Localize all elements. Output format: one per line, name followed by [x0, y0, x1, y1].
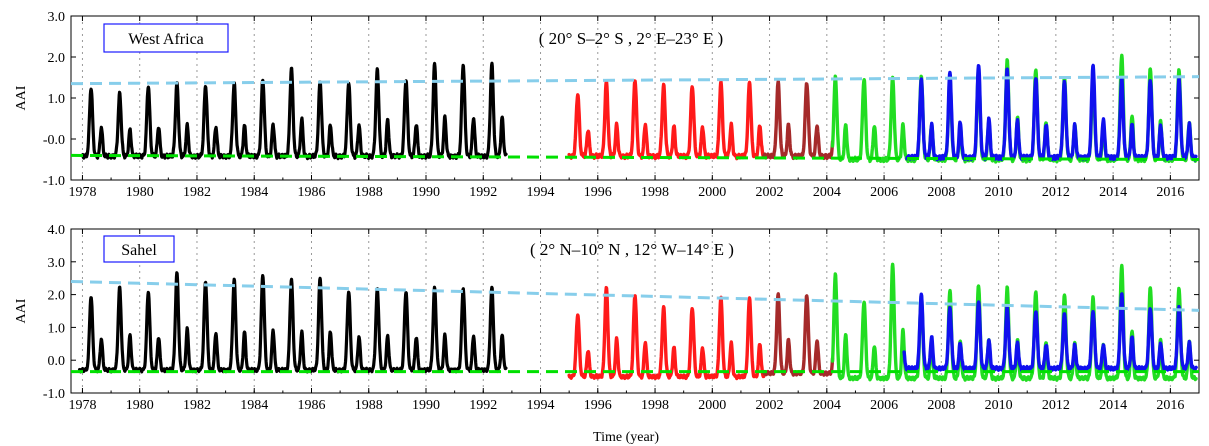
x-tick-label: 2012: [1042, 398, 1070, 413]
y-tick-label: 3.0: [48, 256, 66, 271]
x-tick-label: 2016: [1156, 185, 1184, 200]
x-tick-label: 2004: [813, 398, 841, 413]
y-tick-label: 0.0: [48, 354, 66, 369]
x-tick-label: 1992: [469, 185, 497, 200]
sahel-panel: 1978 1980 1982 1984 1986 1988 1990 1992 1994 1996…: [14, 223, 1200, 413]
x-tick-label: 2010: [985, 398, 1013, 413]
min-trend-line: [70, 153, 1200, 161]
y-tick-labels: -1.0 -0.0 1.0 2.0 3.0: [43, 10, 65, 189]
x-tick-label: 1990: [412, 185, 440, 200]
y-tick-label: 1.0: [48, 92, 66, 107]
x-tick-label: 2014: [1099, 398, 1127, 413]
x-tick-label: 2004: [813, 185, 841, 200]
y-tick-label: 4.0: [48, 223, 66, 238]
x-tick-label: 2016: [1156, 398, 1184, 413]
west-africa-panel: 1978 1980 1982 1984 1986 1988 1990 1992 1994 1996…: [14, 10, 1200, 200]
chart-title: ( 2° N–10° N , 12° W–14° E ): [530, 240, 734, 259]
series-line: [567, 79, 766, 161]
x-tick-label: 2006: [870, 398, 898, 413]
x-tick-labels: 1978 1980 1982 1984 1986 1988 1990 1992 1994 1996…: [68, 185, 1184, 200]
y-tick-label: -1.0: [43, 387, 65, 402]
y-tick-label: -1.0: [43, 174, 65, 189]
chart-title: ( 20° S–2° S , 2° E–23° E ): [539, 29, 723, 48]
y-tick-label: 3.0: [48, 10, 66, 25]
x-tick-label: 1982: [183, 185, 211, 200]
x-tick-label: 2008: [927, 185, 955, 200]
x-tick-labels: 1978 1980 1982 1984 1986 1988 1990 1992 1994 1996…: [68, 398, 1184, 413]
axis-ticks: [71, 228, 1200, 394]
series-line: [567, 285, 766, 381]
x-tick-label: 1996: [584, 185, 612, 200]
y-tick-label: 2.0: [48, 51, 66, 66]
axis-ticks: [71, 15, 1200, 181]
max-trend-line: [70, 75, 1200, 86]
x-tick-label: 1996: [584, 398, 612, 413]
x-tick-label: 2002: [756, 398, 784, 413]
region-label: West Africa: [128, 31, 204, 48]
x-tick-label: 2006: [870, 185, 898, 200]
x-tick-label: 1988: [355, 185, 383, 200]
series-line: [830, 262, 1198, 382]
x-tick-label: 1978: [68, 185, 96, 200]
x-tick-label: 1990: [412, 398, 440, 413]
y-tick-label: 1.0: [48, 321, 66, 336]
x-tick-label: 2012: [1042, 185, 1070, 200]
x-tick-label: 1994: [527, 185, 555, 200]
x-tick-label: 1980: [126, 398, 154, 413]
x-axis-label: Time (year): [593, 430, 659, 445]
x-tick-label: 1978: [68, 398, 96, 413]
x-tick-label: 2010: [985, 185, 1013, 200]
x-tick-label: 1994: [527, 398, 555, 413]
x-tick-label: 1984: [240, 185, 268, 200]
y-tick-labels: -1.0 0.0 1.0 2.0 3.0 4.0: [43, 223, 65, 402]
x-tick-label: 1980: [126, 185, 154, 200]
y-axis-label: AAI: [14, 85, 29, 110]
region-label: Sahel: [121, 242, 157, 259]
data-series: [70, 53, 1200, 164]
max-trend-line: [70, 279, 1200, 312]
x-tick-label: 1998: [641, 398, 669, 413]
x-tick-label: 2002: [756, 185, 784, 200]
series-line: [905, 63, 1198, 162]
x-tick-label: 1982: [183, 398, 211, 413]
x-tick-label: 1986: [297, 398, 325, 413]
x-tick-label: 1986: [297, 185, 325, 200]
x-tick-label: 1984: [240, 398, 268, 413]
x-tick-label: 2000: [698, 185, 726, 200]
x-tick-label: 1998: [641, 185, 669, 200]
y-tick-label: -0.0: [43, 133, 65, 148]
x-tick-label: 2000: [698, 398, 726, 413]
region-label-box: [103, 23, 229, 53]
series-line: [902, 292, 1198, 372]
x-tick-label: 2014: [1099, 185, 1127, 200]
y-axis-label: AAI: [14, 298, 29, 323]
y-tick-label: 2.0: [48, 289, 66, 304]
x-tick-label: 1988: [355, 398, 383, 413]
data-series: [70, 262, 1200, 382]
x-tick-label: 1992: [469, 398, 497, 413]
x-tick-label: 2008: [927, 398, 955, 413]
region-label-box: [103, 235, 175, 263]
